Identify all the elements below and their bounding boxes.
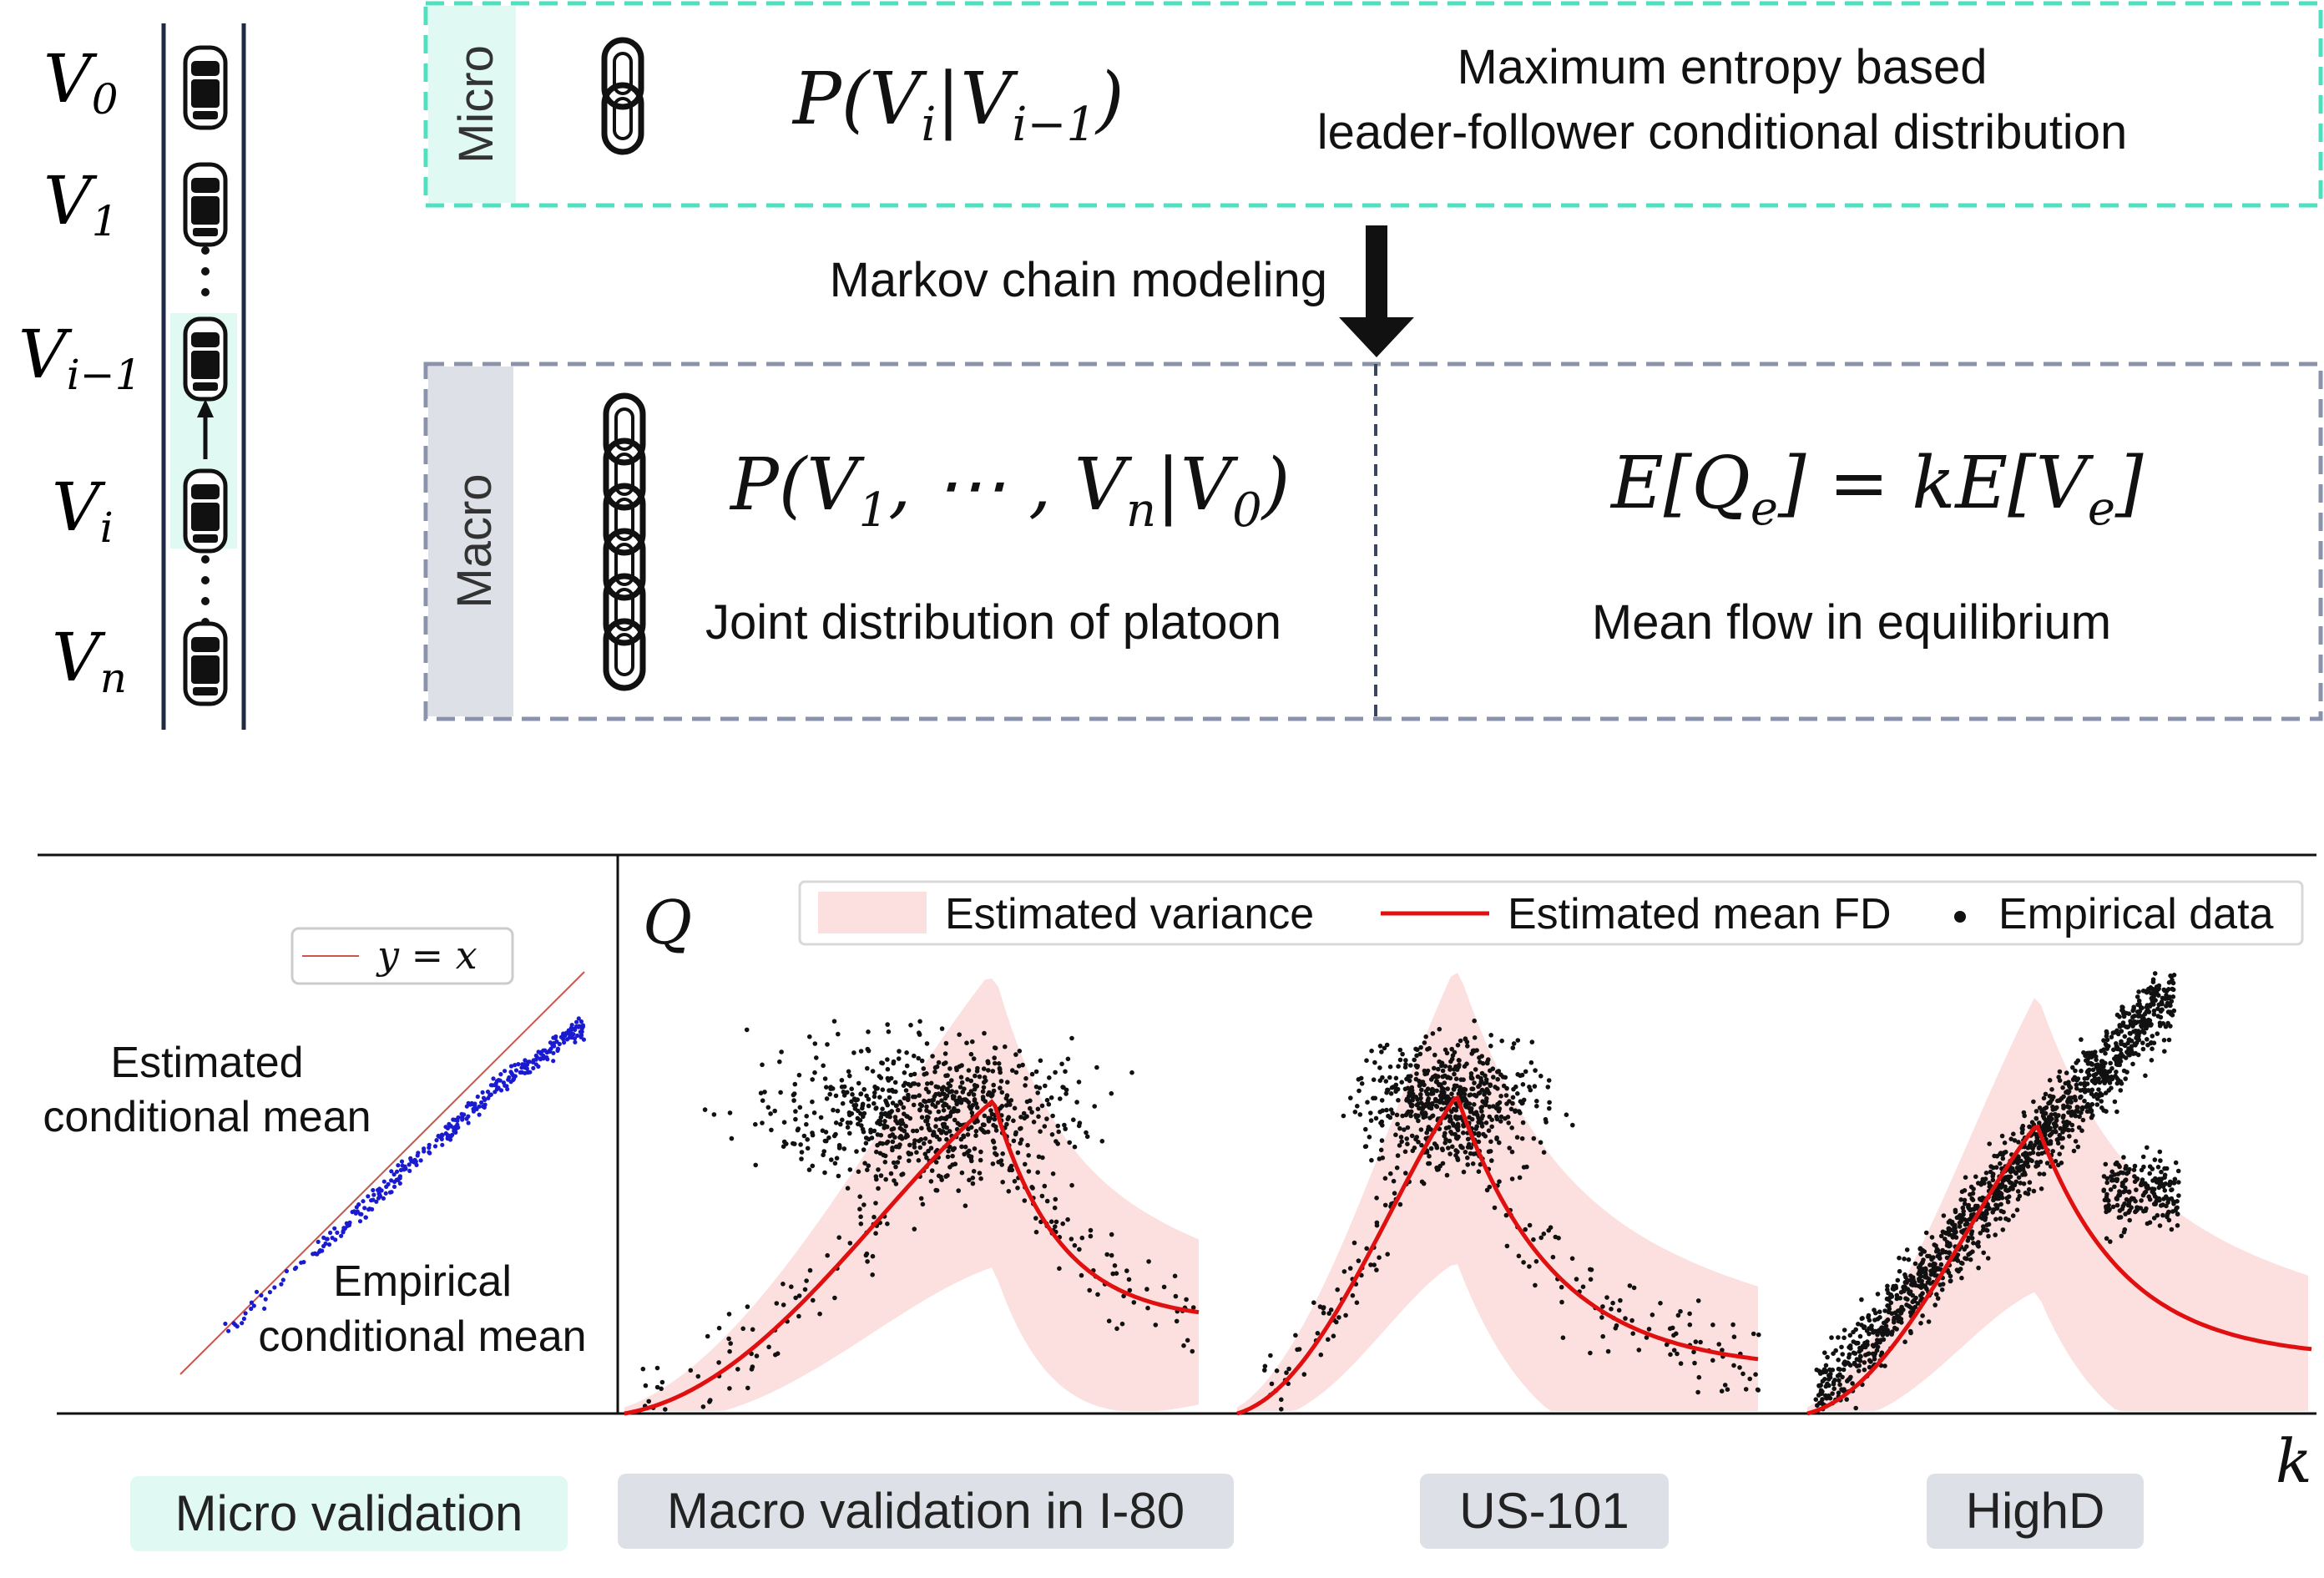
markov-arrow: Markov chain modeling [830,225,1414,357]
macro-tag: Macro [447,473,502,608]
caption-micro-validation: Micro validation [130,1476,568,1551]
vehicle-label-v0: V0 [43,40,119,124]
mean-fd-curve [1806,1124,2312,1416]
macro-box: Macro P(V1, ⋯ , Vn|V0) Joint distributio… [423,362,2323,721]
mean-fd-curve [1236,1095,1759,1416]
x-axis-label-k: k [2276,1426,2312,1496]
chain-icon [601,37,644,155]
micro-formula: P(Vi|Vi−1) [791,58,1124,152]
car-icon [183,468,228,554]
legend-mean-label: Estimated mean FD [1508,890,1892,938]
flow-formula: E[Qe] = kE[Ve] [1609,442,2144,536]
car-icon [183,45,228,130]
macro-validation-plots: Q k Estimated variance Estimated mean FD… [624,880,2312,1496]
bottom-panel-frame [38,853,2316,1415]
chain-icon [603,392,646,691]
vehicle-platoon [183,45,228,706]
caption-us101: US-101 [1420,1474,1669,1549]
legend-empirical-swatch [1954,911,1966,923]
legend-empirical-label: Empirical data [1998,890,2274,938]
joint-desc: Joint distribution of platoon [705,595,1281,650]
macro-panel [1806,971,2312,1416]
markov-label: Markov chain modeling [830,253,1327,307]
flow-desc: Mean flow in equilibrium [1592,595,2111,650]
empirical-label-2: conditional mean [258,1312,586,1361]
joint-formula: P(V1, ⋯ , Vn|V0) [729,443,1290,538]
vehicle-label-vi: Vi [52,468,114,552]
micro-desc-line2: leader-follower conditional distribution [1317,105,2127,159]
empirical-points [1813,971,2181,1413]
macro-panel [1236,973,1761,1416]
vehicle-label-v1: V1 [43,162,119,245]
estimated-label-1: Estimated [110,1039,303,1087]
mean-fd-curve [624,1099,1200,1416]
vehicle-label-vn: Vn [52,619,127,702]
vehicle-label-vi-1: Vi−1 [18,316,141,399]
y-axis-label-q: Q [643,888,692,958]
caption-highd: HighD [1927,1474,2144,1549]
micro-scatter-points [223,1016,587,1333]
macro-legend: Estimated variance Estimated mean FD Emp… [798,880,2304,946]
estimated-label-2: conditional mean [43,1093,371,1141]
micro-legend-label: y = x [376,933,477,978]
car-icon [183,162,228,247]
legend-variance-label: Estimated variance [945,890,1314,938]
micro-validation-plot: y = x Estimated conditional mean Empiric… [43,927,587,1375]
caption-macro-i80: Macro validation in I-80 [618,1474,1234,1549]
legend-variance-swatch [818,892,927,933]
empirical-label-1: Empirical [333,1257,512,1306]
micro-tag: Micro [449,45,503,164]
micro-box: Micro P(Vi|Vi−1) Maximum entropy based l… [423,1,2323,208]
macro-panel [624,979,1200,1416]
micro-desc-line1: Maximum entropy based [1457,40,1987,94]
variance-band [1807,998,2308,1411]
variance-band [624,979,1199,1411]
car-icon [183,621,228,706]
vehicle-labels: V0 V1 Vi−1 Vi Vn [18,40,141,702]
car-icon [183,316,228,402]
